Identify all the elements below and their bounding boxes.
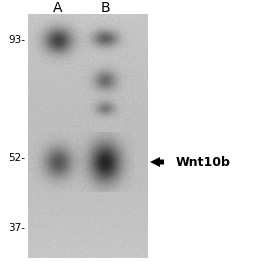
Text: 52-: 52-	[8, 153, 25, 163]
Text: B: B	[100, 1, 110, 15]
FancyArrow shape	[150, 157, 164, 167]
Text: 37-: 37-	[8, 223, 25, 233]
Text: A: A	[53, 1, 63, 15]
Text: Wnt10b: Wnt10b	[176, 157, 231, 170]
Text: 93-: 93-	[8, 35, 25, 45]
